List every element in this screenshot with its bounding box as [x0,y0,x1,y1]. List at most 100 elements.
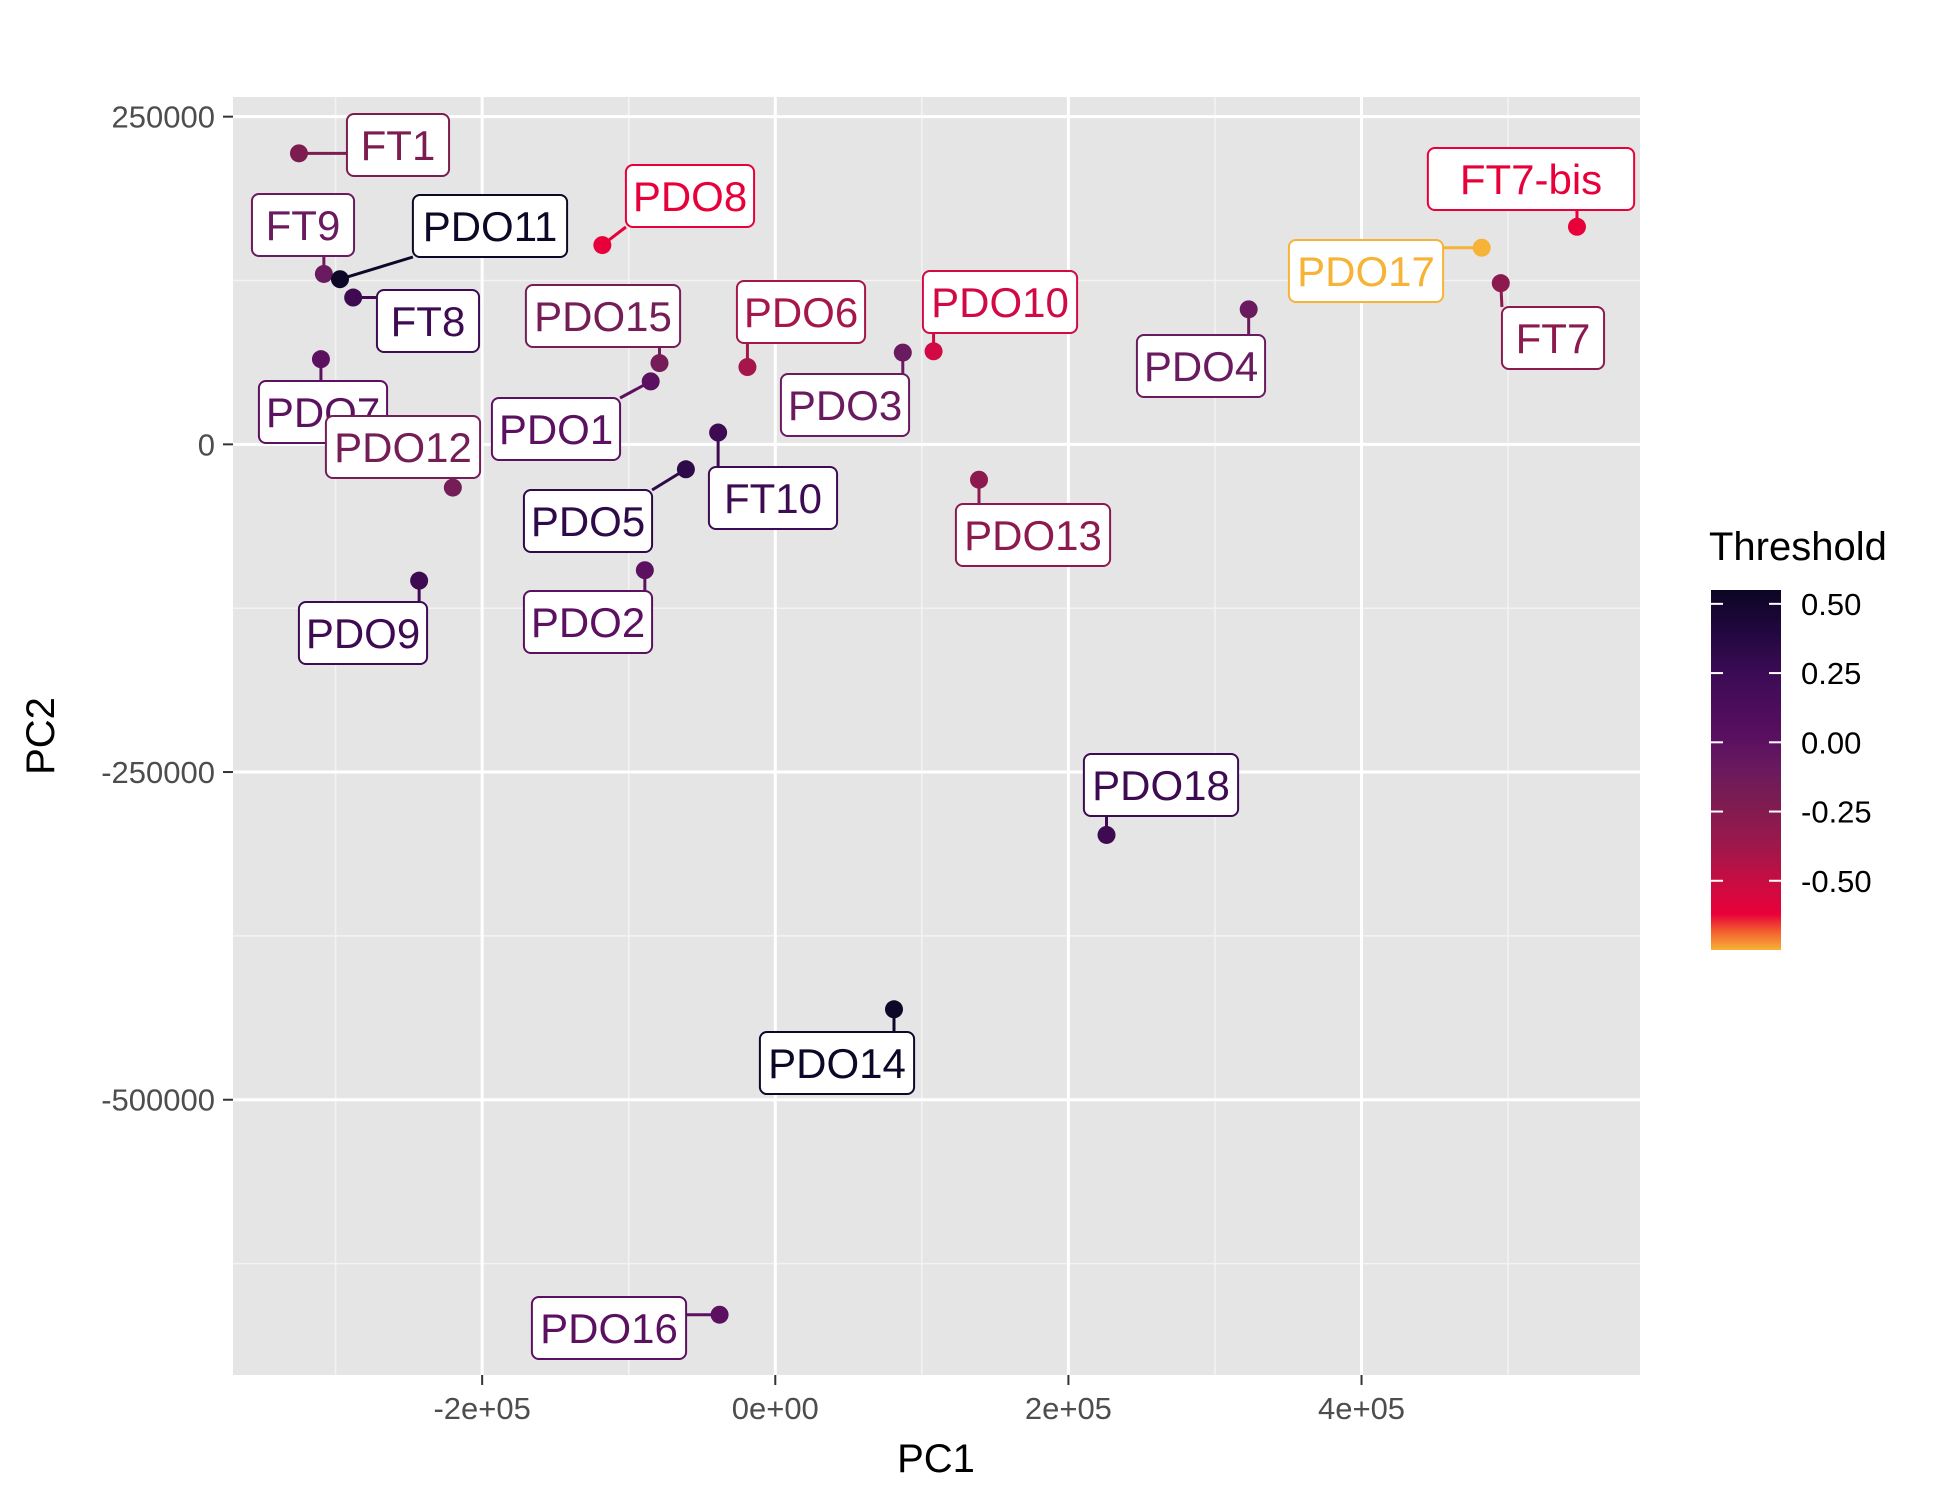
label-pdo17: PDO17 [1287,239,1445,303]
x-axis-title: PC1 [897,1437,975,1481]
y-axis-title: PC2 [19,697,63,775]
label-box [524,284,682,348]
point-pdo8 [593,236,612,255]
point-ft8 [344,288,363,307]
label-text: PDO15 [534,293,672,340]
point-pdo10 [924,342,943,361]
label-pdo15: PDO15 [524,284,682,348]
x-axis: -2e+05 0e+00 2e+05 4e+05 [433,1375,1405,1426]
point-ft7 [1491,274,1510,293]
legend-tick-label: -0.50 [1801,864,1872,899]
label-text: FT7 [1516,315,1591,362]
label-box [624,164,756,228]
point-pdo9 [410,571,429,590]
label-box [324,415,482,479]
label-text: FT10 [724,475,822,522]
label-pdo6: PDO6 [735,280,867,344]
label-connector [339,255,414,281]
label-text: PDO12 [334,424,472,471]
point-pdo16 [710,1305,729,1324]
legend-tick-label: 0.00 [1801,725,1861,760]
point-pdo11 [330,270,349,289]
label-text: PDO18 [1092,762,1230,809]
data-points [289,144,1586,1324]
label-pdo10: PDO10 [921,270,1079,334]
point-pdo5 [676,460,695,479]
label-box [921,270,1079,334]
label-text: PDO3 [788,382,902,429]
label-pdo3: PDO3 [779,373,911,437]
point-pdo18 [1097,825,1116,844]
label-box [1082,753,1240,817]
label-text: PDO2 [531,599,645,646]
point-ft9 [314,264,333,283]
x-tick-label: 0e+00 [732,1391,819,1426]
label-text: PDO14 [768,1040,906,1087]
label-pdo4: PDO4 [1135,334,1267,398]
label-pdo11: PDO11 [411,194,569,258]
label-box [375,289,481,353]
legend-title: Threshold [1709,525,1887,569]
label-text: PDO16 [540,1305,678,1352]
legend-ticks: 0.50 0.25 0.00 -0.25 -0.50 [1711,587,1872,899]
label-box [758,1031,916,1095]
label-ft10: FT10 [707,466,839,530]
label-pdo8: PDO8 [624,164,756,228]
label-text: PDO6 [744,289,858,336]
y-tick-label: 0 [198,427,215,462]
label-box [411,194,569,258]
point-pdo6 [738,358,757,377]
label-pdo9: PDO9 [297,601,429,665]
legend-tick-label: 0.25 [1801,656,1861,691]
point-pdo4 [1239,300,1258,319]
label-box [954,503,1112,567]
label-ft9: FT9 [250,193,356,257]
label-box [297,601,429,665]
point-pdo14 [884,1000,903,1019]
label-text: PDO17 [1297,248,1435,295]
x-tick-label: -2e+05 [433,1391,530,1426]
label-box [779,373,911,437]
point-pdo1 [641,372,660,391]
y-axis: 250000 0 -250000 -500000 [101,100,233,1118]
label-box [1426,147,1636,211]
label-text: FT9 [266,202,341,249]
y-tick-label: -250000 [101,755,215,790]
label-ft8: FT8 [375,289,481,353]
label-pdo5: PDO5 [522,489,654,553]
label-text: FT7-bis [1460,156,1602,203]
label-pdo2: PDO2 [522,590,654,654]
label-box [250,193,356,257]
point-pdo17 [1472,238,1491,257]
label-box [522,489,654,553]
point-ft10 [709,423,728,442]
label-pdo16: PDO16 [530,1296,688,1360]
color-legend: Threshold 0.50 0.25 0.00 -0.25 -0.50 [1709,525,1887,950]
label-text: PDO11 [423,203,558,250]
label-pdo13: PDO13 [954,503,1112,567]
label-text: PDO9 [306,610,420,657]
label-text: FT8 [391,298,466,345]
point-pdo12 [443,478,462,497]
label-text: PDO1 [499,406,613,453]
point-ft7-bis [1567,217,1586,236]
label-text: FT1 [361,122,436,169]
label-pdo18: PDO18 [1082,753,1240,817]
label-box [1500,306,1606,370]
point-pdo7 [311,350,330,369]
y-tick-label: -500000 [101,1083,215,1118]
legend-colorbar [1711,590,1781,950]
label-box [735,280,867,344]
label-pdo12: PDO12 [324,415,482,479]
label-ft7: FT7 [1500,306,1606,370]
label-text: PDO8 [633,173,747,220]
legend-tick-label: -0.25 [1801,795,1872,830]
point-pdo15 [650,354,669,373]
label-box [707,466,839,530]
point-pdo13 [970,470,989,489]
legend-tick-label: 0.50 [1801,587,1861,622]
label-ft7-bis: FT7-bis [1426,147,1636,211]
y-tick-label: 250000 [112,100,215,135]
